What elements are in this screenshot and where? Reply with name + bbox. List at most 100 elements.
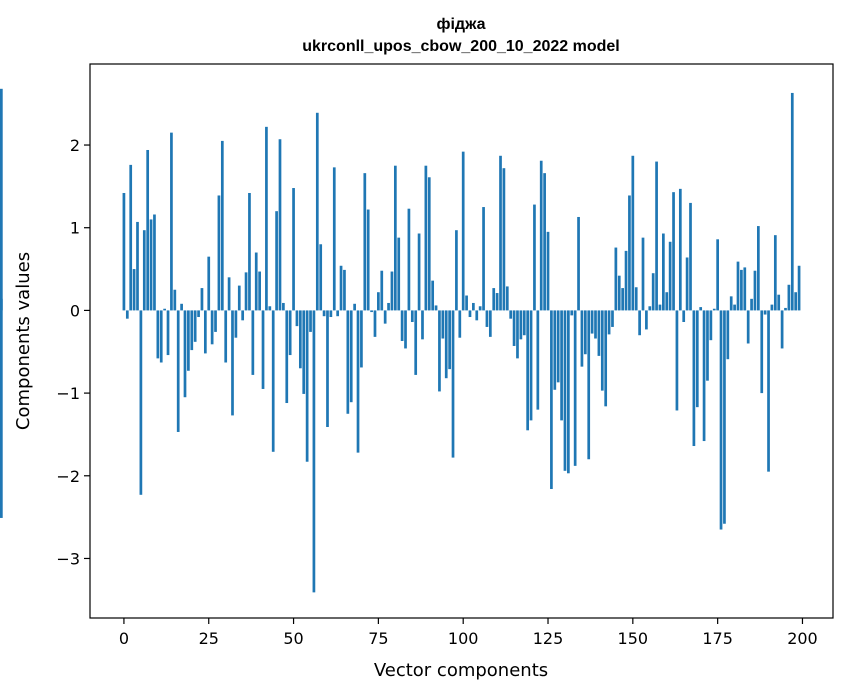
bar-40 (258, 271, 261, 311)
bar-105 (478, 306, 482, 311)
bar-43 (268, 306, 272, 311)
bar-20 (190, 310, 194, 351)
bar-150 (631, 155, 635, 311)
bar-99 (458, 310, 462, 338)
bar-151 (634, 287, 638, 311)
bar-49 (288, 310, 292, 356)
bar-59 (322, 310, 326, 317)
x-tick-label: 200 (787, 629, 818, 648)
bar-192 (773, 235, 777, 311)
bar-15 (173, 289, 177, 311)
bar-16 (176, 310, 180, 432)
bar-153 (641, 237, 645, 311)
bar-136 (583, 310, 587, 355)
x-tick-label: 25 (199, 629, 219, 648)
bar-191 (770, 304, 774, 311)
bar-10 (156, 310, 160, 359)
bar-30 (224, 310, 228, 363)
bar-95 (444, 310, 448, 379)
bar-undefined (0, 298, 3, 311)
bar-193 (777, 294, 781, 311)
bar-173 (709, 310, 713, 341)
bar-157 (655, 161, 658, 311)
bar-131 (567, 310, 570, 474)
bar-141 (600, 310, 604, 391)
x-tick-label: 175 (702, 629, 733, 648)
bar-91 (431, 280, 435, 311)
bar-140 (597, 310, 601, 356)
bar-182 (740, 269, 743, 311)
bar-197 (790, 92, 794, 311)
bar-28 (217, 195, 221, 311)
bar-116 (516, 310, 519, 359)
bar-78 (387, 302, 390, 311)
bar-42 (265, 126, 268, 311)
bar-9 (153, 214, 156, 311)
bars-group (0, 88, 801, 593)
bar-61 (329, 310, 333, 318)
bar-159 (662, 233, 665, 311)
x-tick-label: 75 (368, 629, 388, 648)
bar-172 (706, 310, 709, 381)
bar-145 (614, 247, 618, 311)
x-axis-label: Vector components (374, 660, 548, 681)
bar-1 (125, 310, 129, 319)
bar-96 (448, 310, 451, 370)
bar-179 (729, 296, 733, 311)
bar-62 (332, 167, 336, 311)
bar-80 (393, 165, 397, 311)
chart-title-line-1: фіджа (436, 16, 485, 33)
bar-13 (166, 310, 170, 356)
y-axis-ticks: −3 −2 −1 0 1 2 (56, 136, 90, 568)
bar-92 (434, 305, 438, 311)
bar-38 (251, 310, 255, 375)
bar-119 (526, 310, 530, 431)
bar-83 (404, 310, 407, 349)
bar-115 (512, 310, 516, 346)
bar-87 (417, 233, 421, 311)
bar-74 (373, 310, 377, 337)
bar-36 (244, 272, 248, 311)
chart-title-line-2: ukrconll_upos_cbow_200_10_2022 model (302, 38, 619, 55)
bar-134 (577, 216, 580, 311)
bar-183 (743, 267, 747, 311)
x-tick-label: 100 (448, 629, 479, 648)
bar-101 (465, 295, 468, 311)
bar-29 (220, 140, 224, 311)
bar-76 (380, 270, 384, 311)
bar-86 (414, 310, 418, 375)
bar-11 (159, 310, 163, 363)
bar-17 (180, 303, 183, 311)
bar-198 (794, 292, 798, 311)
bar-77 (383, 310, 387, 324)
bar-125 (546, 231, 550, 311)
bar-171 (702, 310, 706, 442)
bar-7 (146, 149, 150, 311)
bar-93 (438, 310, 441, 392)
bar-66 (346, 310, 350, 414)
bar-3 (132, 269, 136, 311)
bar-65 (343, 269, 346, 311)
bar-5 (139, 310, 143, 495)
bar-109 (492, 288, 496, 311)
bar-158 (658, 304, 662, 311)
x-tick-label: 50 (283, 629, 303, 648)
bar-190 (767, 310, 770, 472)
bar-164 (678, 188, 682, 311)
bar-48 (285, 310, 289, 404)
bar-132 (570, 310, 574, 316)
bar-89 (424, 165, 428, 311)
bar-32 (231, 310, 234, 416)
bar-85 (410, 310, 414, 322)
bar-22 (197, 310, 200, 318)
bar-137 (587, 310, 591, 460)
bar-174 (712, 308, 716, 311)
bar-108 (488, 310, 492, 337)
bar-57 (315, 112, 319, 311)
bar-33 (234, 310, 238, 338)
bar-143 (607, 310, 611, 335)
bar-34 (237, 285, 241, 311)
bar-104 (475, 310, 479, 321)
bar-39 (254, 252, 258, 311)
bar-27 (214, 310, 217, 332)
